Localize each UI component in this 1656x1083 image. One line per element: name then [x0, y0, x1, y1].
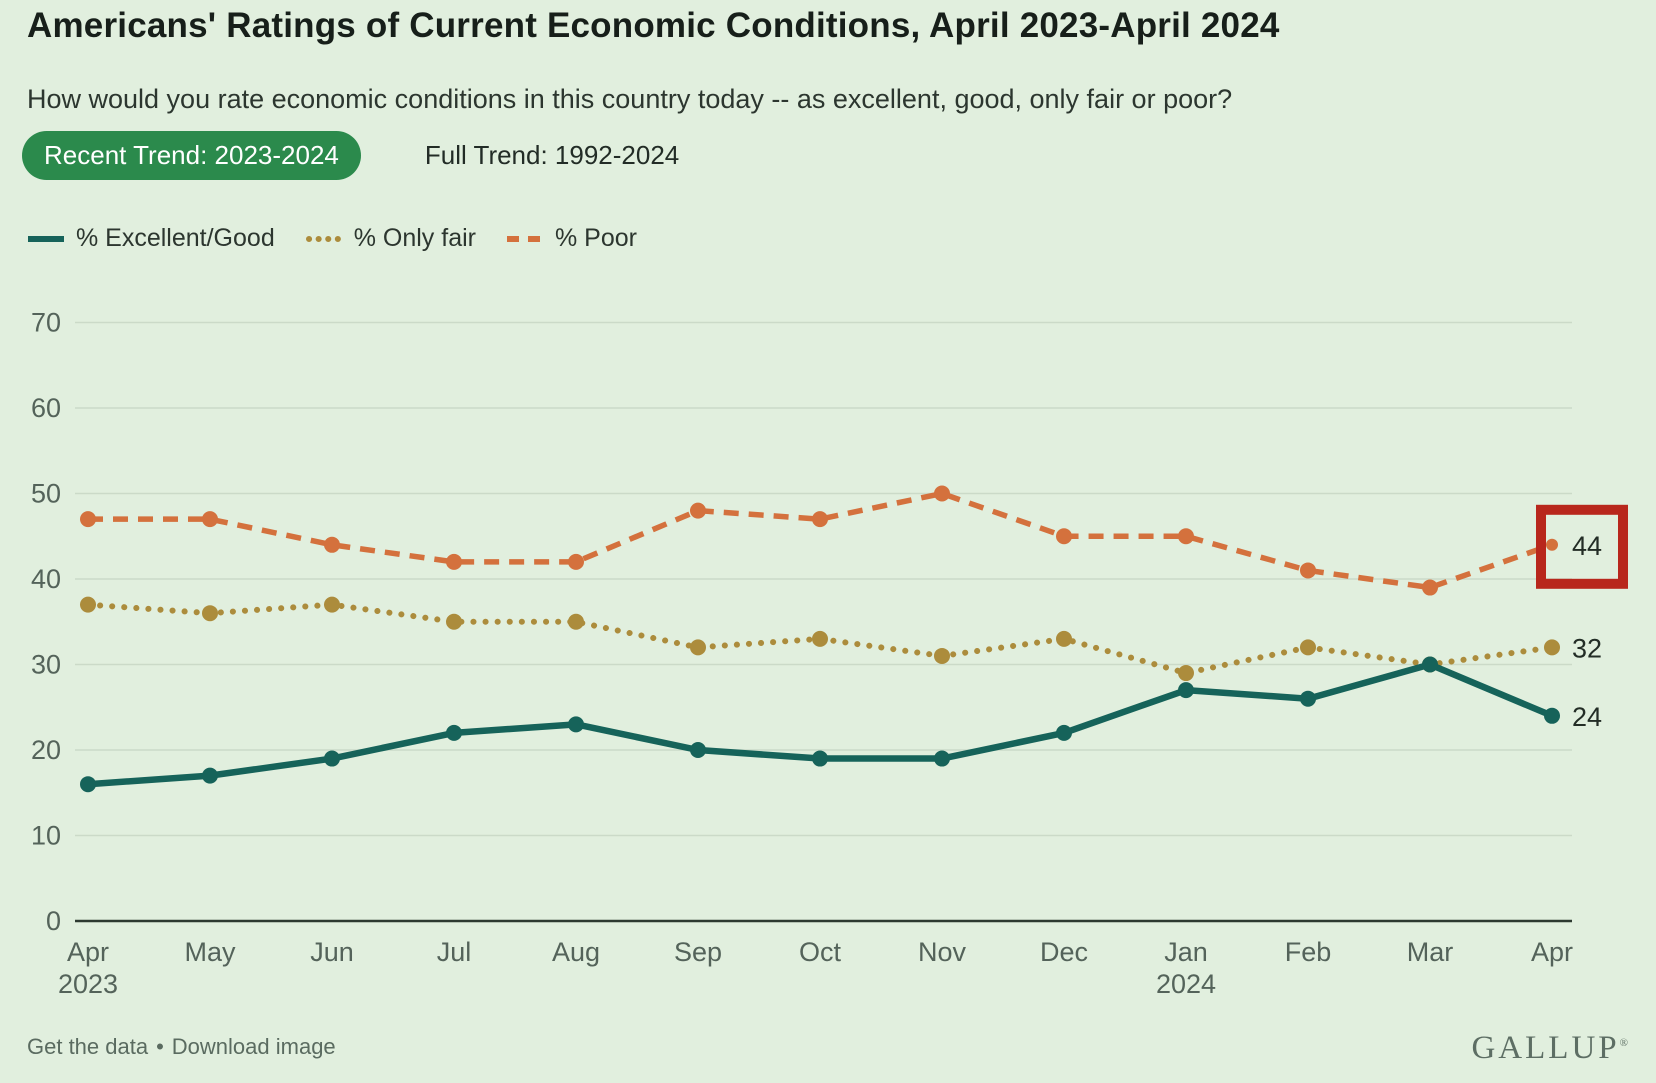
legend-item-poor[interactable]: % Poor	[506, 224, 637, 253]
data-point-excellent-good-10[interactable]	[1300, 690, 1316, 707]
data-point-poor-6[interactable]	[812, 511, 828, 528]
x-tick-label-may-1: May	[184, 937, 236, 967]
page-title: Americans' Ratings of Current Economic C…	[27, 6, 1280, 45]
data-point-only-fair-0[interactable]	[80, 596, 96, 613]
x-tick-label-sep-5: Sep	[674, 937, 722, 967]
data-point-only-fair-9[interactable]	[1178, 665, 1194, 682]
data-point-excellent-good-8[interactable]	[1056, 724, 1072, 741]
data-point-poor-0[interactable]	[80, 511, 96, 528]
data-point-only-fair-7[interactable]	[934, 647, 950, 664]
trend-tabs: Recent Trend: 2023-2024 Full Trend: 1992-…	[22, 130, 701, 180]
data-point-poor-5[interactable]	[690, 502, 706, 519]
data-point-poor-4[interactable]	[568, 553, 584, 570]
data-point-only-fair-4[interactable]	[568, 613, 584, 630]
survey-question-text: How would you rate economic conditions i…	[27, 84, 1233, 114]
data-point-poor-2[interactable]	[324, 536, 340, 553]
y-tick-label-50: 50	[31, 479, 61, 509]
data-point-poor-1[interactable]	[202, 511, 218, 528]
data-point-poor-8[interactable]	[1056, 528, 1072, 545]
data-point-excellent-good-3[interactable]	[446, 724, 462, 741]
x-tick-label-oct-6: Oct	[799, 937, 842, 967]
data-point-excellent-good-6[interactable]	[812, 750, 828, 767]
download-image-link[interactable]: Download image	[171, 1034, 336, 1059]
x-tick-label-jul-3: Jul	[437, 937, 472, 967]
gallup-logo: GALLUP®	[1471, 1030, 1628, 1066]
footer: Get the data • Download image	[27, 1034, 336, 1060]
y-tick-label-0: 0	[46, 906, 61, 936]
x-tick-label-apr-0: Apr	[67, 937, 109, 967]
registered-mark: ®	[1619, 1037, 1628, 1049]
data-point-poor-7[interactable]	[934, 485, 950, 502]
data-point-poor-12[interactable]	[1546, 538, 1558, 551]
data-point-excellent-good-4[interactable]	[568, 716, 584, 733]
data-point-only-fair-8[interactable]	[1056, 630, 1072, 647]
data-point-only-fair-6[interactable]	[812, 630, 828, 647]
footer-separator: •	[156, 1034, 164, 1059]
data-point-excellent-good-11[interactable]	[1422, 656, 1438, 673]
x-tick-label-apr-12: Apr	[1531, 937, 1573, 967]
legend-swatch-solid	[28, 235, 64, 242]
data-point-only-fair-2[interactable]	[324, 596, 340, 613]
data-point-only-fair-5[interactable]	[690, 639, 706, 656]
data-point-excellent-good-2[interactable]	[324, 750, 340, 767]
legend-label: % Poor	[554, 224, 637, 252]
chart-legend: % Excellent/Good % Only fair % Poor	[27, 224, 637, 253]
data-point-only-fair-3[interactable]	[446, 613, 462, 630]
x-tick-label-mar-11: Mar	[1407, 937, 1454, 967]
x-tick-label-feb-10: Feb	[1285, 937, 1332, 967]
series-line-poor	[88, 490, 1553, 591]
legend-label: % Excellent/Good	[76, 224, 275, 252]
data-point-poor-11[interactable]	[1422, 579, 1438, 596]
y-tick-label-40: 40	[31, 564, 61, 594]
end-label-excellent-good: 24	[1572, 702, 1602, 732]
get-the-data-link[interactable]: Get the data	[27, 1034, 149, 1059]
x-tick-label-jun-2: Jun	[310, 937, 354, 967]
highlight-box-annotation	[1536, 504, 1628, 589]
data-point-only-fair-1[interactable]	[202, 605, 218, 622]
y-tick-label-70: 70	[31, 308, 61, 338]
y-tick-label-20: 20	[31, 735, 61, 765]
data-point-poor-3[interactable]	[446, 553, 462, 570]
data-point-excellent-good-7[interactable]	[934, 750, 950, 767]
data-point-excellent-good-5[interactable]	[690, 742, 706, 758]
x-tick-label-jan-9: Jan	[1164, 937, 1208, 967]
x-tick-label-aug-4: Aug	[552, 937, 600, 967]
x-tick-label-dec-8: Dec	[1040, 937, 1088, 967]
data-point-poor-9[interactable]	[1178, 528, 1194, 545]
data-point-excellent-good-9[interactable]	[1178, 682, 1194, 699]
x-tick-label-nov-7: Nov	[918, 937, 967, 967]
legend-label: % Only fair	[353, 224, 476, 252]
data-point-only-fair-12[interactable]	[1544, 639, 1560, 656]
y-tick-label-10: 10	[31, 821, 61, 851]
data-point-excellent-good-12[interactable]	[1544, 707, 1560, 724]
end-label-only-fair: 32	[1572, 633, 1602, 663]
data-point-excellent-good-0[interactable]	[80, 776, 96, 793]
y-tick-label-30: 30	[31, 650, 61, 680]
end-label-poor: 44	[1572, 531, 1602, 561]
legend-item-excellent-good[interactable]: % Excellent/Good	[27, 224, 275, 253]
legend-swatch-dashed	[506, 235, 543, 242]
data-point-excellent-good-1[interactable]	[202, 767, 218, 784]
data-point-only-fair-10[interactable]	[1300, 639, 1316, 656]
x-tick-sublabel-2024: 2024	[1156, 969, 1216, 999]
y-tick-label-60: 60	[31, 393, 61, 423]
x-tick-sublabel-2023: 2023	[58, 969, 118, 999]
tab-full-trend[interactable]: Full Trend: 1992-2024	[424, 139, 680, 170]
legend-item-only-fair[interactable]: % Only fair	[305, 224, 476, 253]
legend-swatch-dotted	[305, 235, 345, 242]
tab-recent-trend[interactable]: Recent Trend: 2023-2024	[22, 130, 361, 180]
data-point-poor-10[interactable]	[1300, 562, 1316, 579]
